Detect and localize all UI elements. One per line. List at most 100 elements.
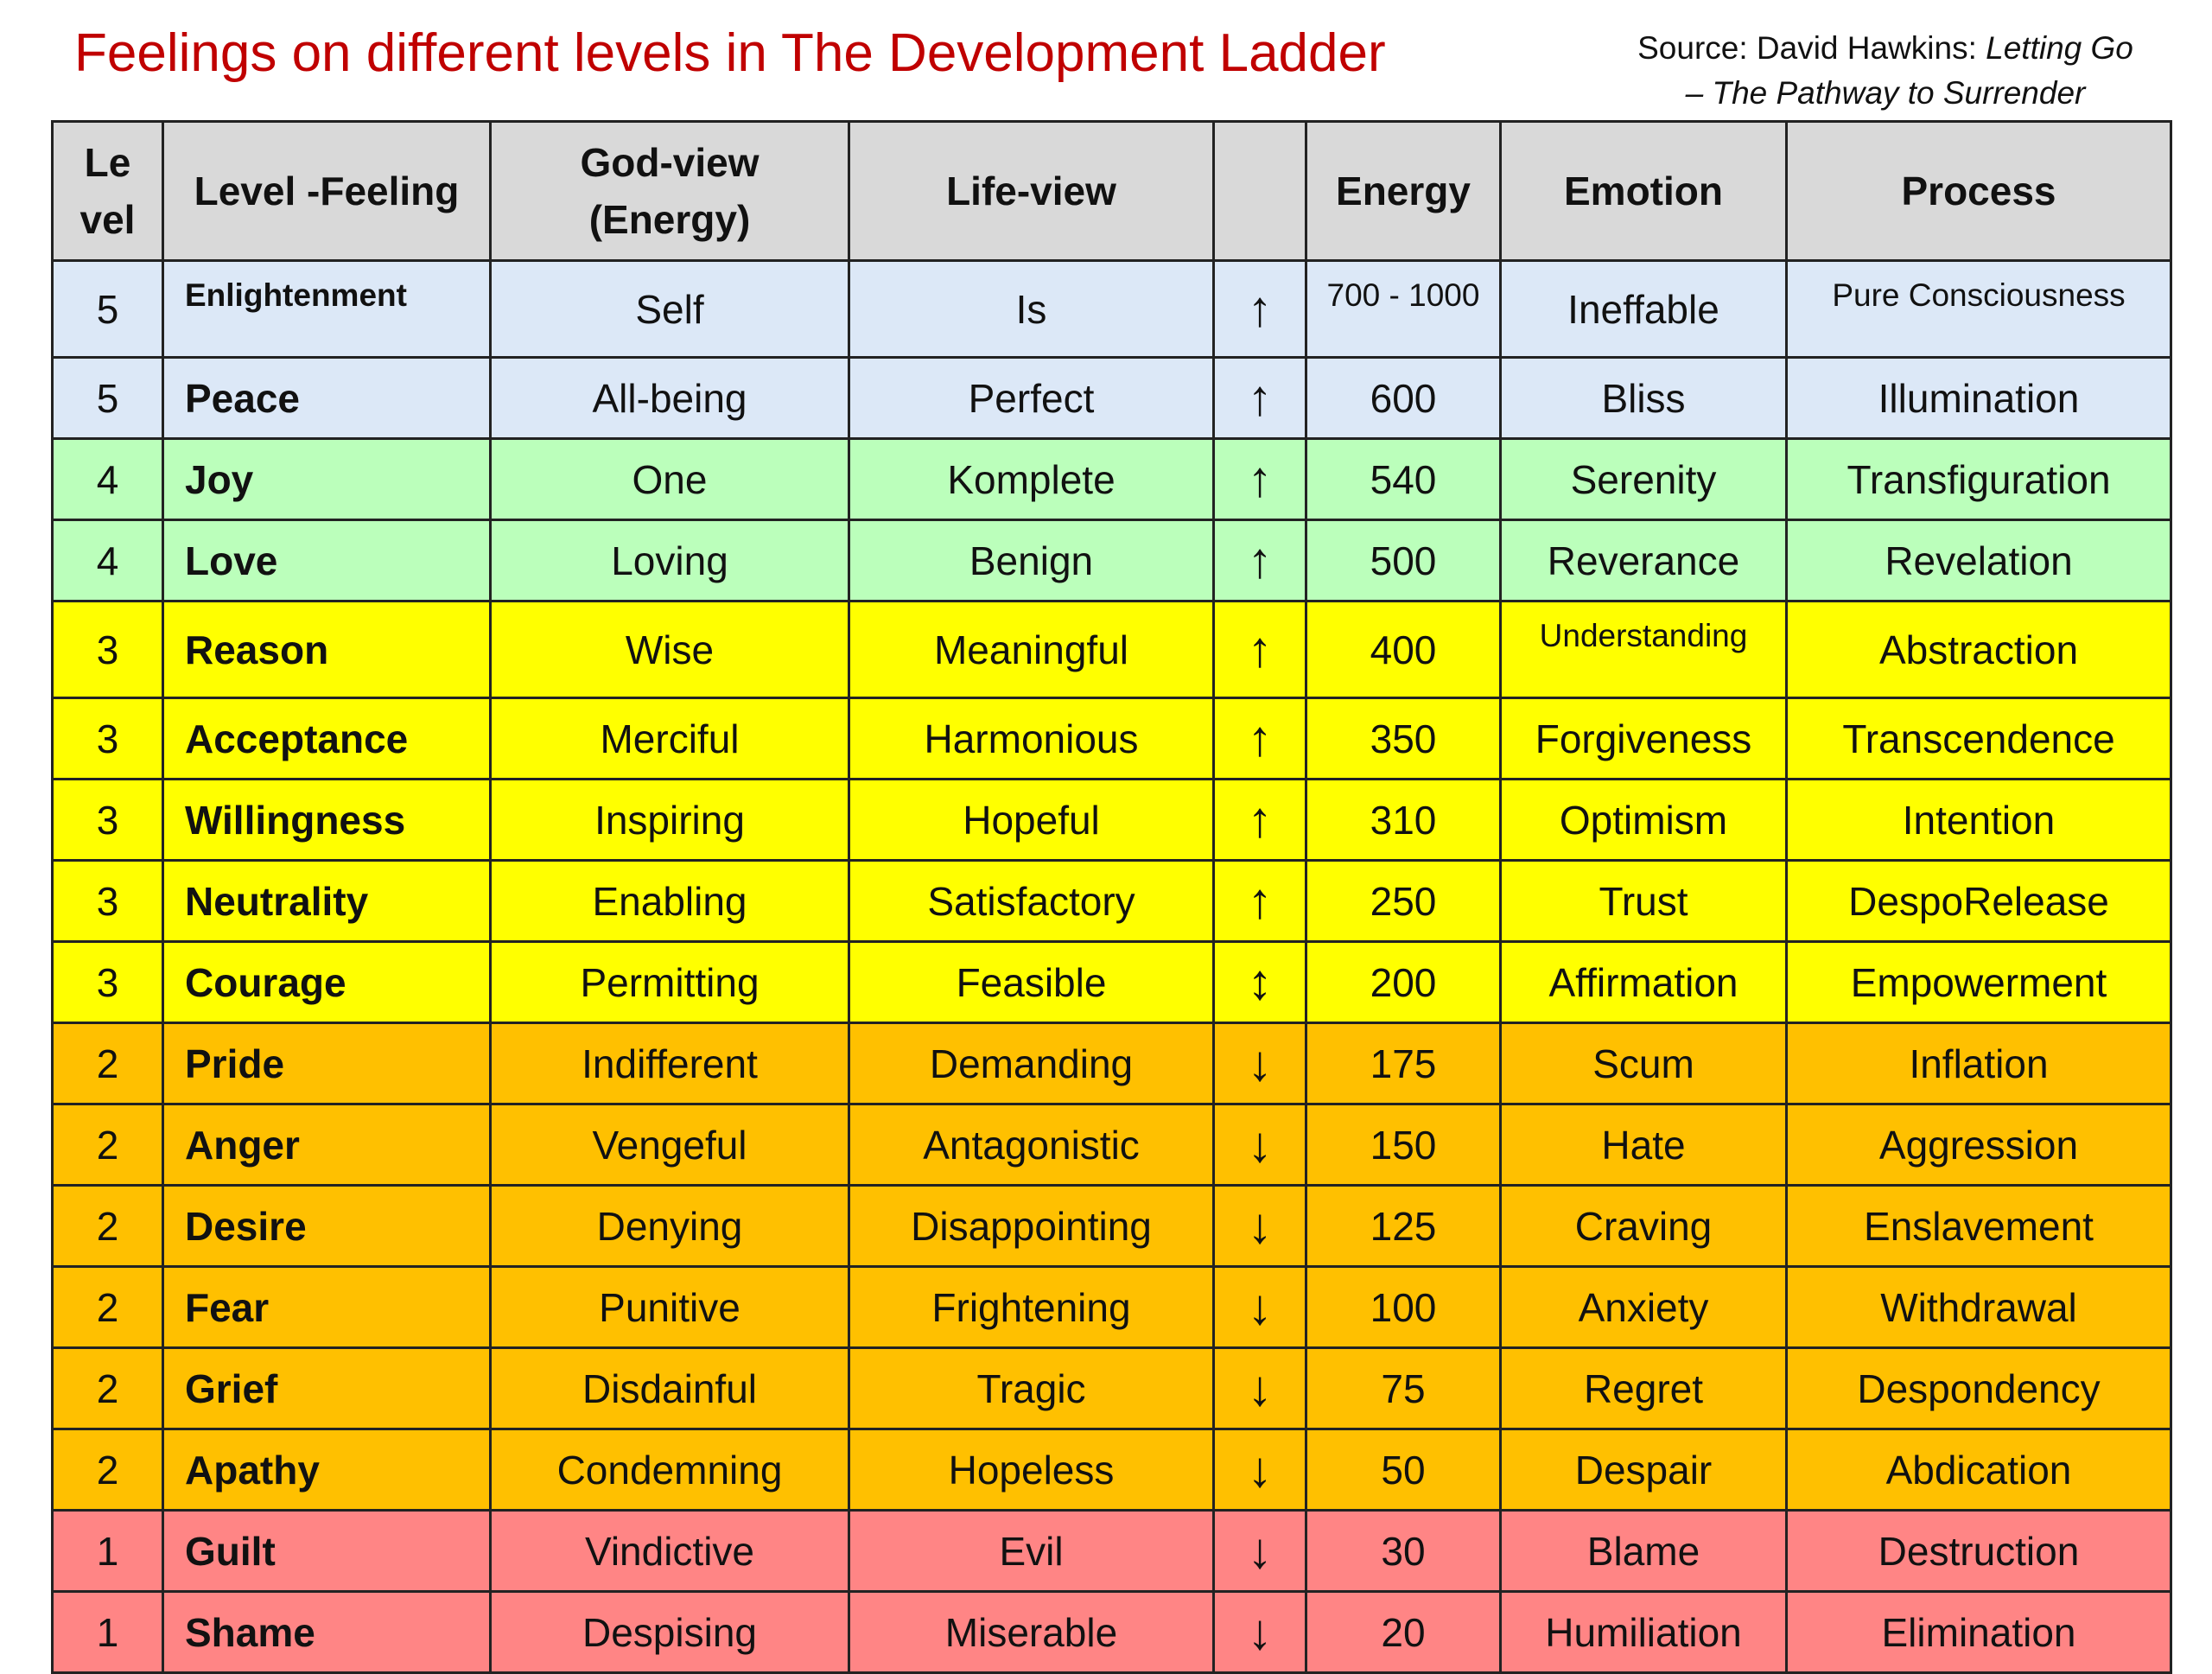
- energy-cell: 500: [1305, 519, 1502, 602]
- arrow-cell: ↓: [1212, 1265, 1307, 1349]
- emotion-cell: Regret: [1499, 1346, 1788, 1430]
- emotion-cell: Blame: [1499, 1509, 1788, 1593]
- level-cell: 2: [51, 1265, 164, 1349]
- arrow-cell: ↓: [1212, 1509, 1307, 1593]
- header-line: Energy: [1336, 169, 1471, 213]
- process-cell: Destruction: [1785, 1509, 2172, 1593]
- header-row: Le vel Level -Feeling God-view (Energy) Life-…: [51, 120, 2172, 262]
- table-row: 4 Joy One Komplete ↑ 540 Serenity Transfigurati…: [51, 437, 2172, 521]
- life-view-cell: Demanding: [848, 1022, 1215, 1105]
- god-view-cell: Disdainful: [489, 1346, 850, 1430]
- god-view-cell: Condemning: [489, 1428, 850, 1512]
- source-book: – The Pathway to Surrender: [1685, 75, 2086, 111]
- feeling-cell: Neutrality: [162, 859, 492, 943]
- emotion-cell: Hate: [1499, 1103, 1788, 1187]
- emotion-cell: Humiliation: [1499, 1590, 1788, 1674]
- god-view-cell: Denying: [489, 1184, 850, 1268]
- process-cell: DespoRelease: [1785, 859, 2172, 943]
- emotion-cell: Reverance: [1499, 519, 1788, 602]
- arrow-cell: ↑: [1212, 859, 1307, 943]
- arrow-cell: ↕: [1212, 940, 1307, 1024]
- energy-cell: 100: [1305, 1265, 1502, 1349]
- arrow-cell: ↑: [1212, 600, 1307, 699]
- life-view-cell: Komplete: [848, 437, 1215, 521]
- process-cell: Intention: [1785, 778, 2172, 862]
- feeling-cell: Reason: [162, 600, 492, 699]
- emotion-cell: Ineffable: [1499, 259, 1788, 359]
- energy-cell: 30: [1305, 1509, 1502, 1593]
- god-view-cell: Despising: [489, 1590, 850, 1674]
- feeling-cell: Love: [162, 519, 492, 602]
- life-view-cell: Meaningful: [848, 600, 1215, 699]
- energy-cell: 150: [1305, 1103, 1502, 1187]
- arrow-cell: ↑: [1212, 697, 1307, 780]
- god-view-cell: Indifferent: [489, 1022, 850, 1105]
- god-view-cell: Loving: [489, 519, 850, 602]
- life-view-cell: Evil: [848, 1509, 1215, 1593]
- emotion-cell: Bliss: [1499, 356, 1788, 440]
- arrow-cell: ↓: [1212, 1184, 1307, 1268]
- header-cell: Level -Feeling: [162, 120, 492, 262]
- source-line: Source: David Hawkins: Letting Go: [1609, 26, 2162, 71]
- header-cell: Le vel: [51, 120, 164, 262]
- energy-cell: 600: [1305, 356, 1502, 440]
- arrow-cell: ↑: [1212, 519, 1307, 602]
- arrow-cell: ↑: [1212, 437, 1307, 521]
- header-cell: Energy: [1305, 120, 1502, 262]
- level-cell: 4: [51, 437, 164, 521]
- process-cell: Enslavement: [1785, 1184, 2172, 1268]
- god-view-cell: All-being: [489, 356, 850, 440]
- arrow-cell: ↓: [1212, 1022, 1307, 1105]
- header-line: Emotion: [1564, 169, 1723, 213]
- arrow-cell: ↑: [1212, 259, 1307, 359]
- energy-cell: 75: [1305, 1346, 1502, 1430]
- emotion-cell: Serenity: [1499, 437, 1788, 521]
- header-cell: Emotion: [1499, 120, 1788, 262]
- arrow-cell: ↓: [1212, 1590, 1307, 1674]
- level-cell: 1: [51, 1590, 164, 1674]
- table-row: 1 Guilt Vindictive Evil ↓ 30 Blame Destruction: [51, 1509, 2172, 1593]
- level-cell: 2: [51, 1346, 164, 1430]
- header-line: vel: [79, 197, 136, 242]
- level-cell: 3: [51, 940, 164, 1024]
- ladder-table: Le vel Level -Feeling God-view (Energy) Life-…: [51, 120, 2172, 1674]
- feeling-cell: Desire: [162, 1184, 492, 1268]
- emotion-cell: Optimism: [1499, 778, 1788, 862]
- god-view-cell: Wise: [489, 600, 850, 699]
- life-view-cell: Harmonious: [848, 697, 1215, 780]
- table-row: 2 Pride Indifferent Demanding ↓ 175 Scum Inflat…: [51, 1022, 2172, 1105]
- header-line: (Energy): [588, 197, 751, 242]
- source-book: Letting Go: [1986, 30, 2133, 66]
- god-view-cell: Merciful: [489, 697, 850, 780]
- feeling-cell: Courage: [162, 940, 492, 1024]
- arrow-cell: ↓: [1212, 1103, 1307, 1187]
- table-row: 4 Love Loving Benign ↑ 500 Reverance Revelation: [51, 519, 2172, 602]
- emotion-cell: Scum: [1499, 1022, 1788, 1105]
- feeling-cell: Pride: [162, 1022, 492, 1105]
- process-cell: Revelation: [1785, 519, 2172, 602]
- emotion-cell: Despair: [1499, 1428, 1788, 1512]
- feeling-cell: Fear: [162, 1265, 492, 1349]
- table-row: 2 Apathy Condemning Hopeless ↓ 50 Despair Abdic…: [51, 1428, 2172, 1512]
- process-cell: Pure Consciousness: [1785, 259, 2172, 359]
- table-row: 2 Desire Denying Disappointing ↓ 125 Craving En…: [51, 1184, 2172, 1268]
- emotion-cell: Affirmation: [1499, 940, 1788, 1024]
- life-view-cell: Satisfactory: [848, 859, 1215, 943]
- level-cell: 3: [51, 697, 164, 780]
- level-cell: 3: [51, 600, 164, 699]
- life-view-cell: Feasible: [848, 940, 1215, 1024]
- god-view-cell: Enabling: [489, 859, 850, 943]
- life-view-cell: Hopeful: [848, 778, 1215, 862]
- life-view-cell: Miserable: [848, 1590, 1215, 1674]
- life-view-cell: Tragic: [848, 1346, 1215, 1430]
- emotion-cell: Craving: [1499, 1184, 1788, 1268]
- header-cell: Process: [1785, 120, 2172, 262]
- energy-cell: 20: [1305, 1590, 1502, 1674]
- god-view-cell: Inspiring: [489, 778, 850, 862]
- source-text: Source: David Hawkins:: [1637, 30, 1986, 66]
- arrow-cell: ↑: [1212, 778, 1307, 862]
- feeling-cell: Willingness: [162, 778, 492, 862]
- table-row: 3 Acceptance Merciful Harmonious ↑ 350 Forgive…: [51, 697, 2172, 780]
- god-view-cell: Permitting: [489, 940, 850, 1024]
